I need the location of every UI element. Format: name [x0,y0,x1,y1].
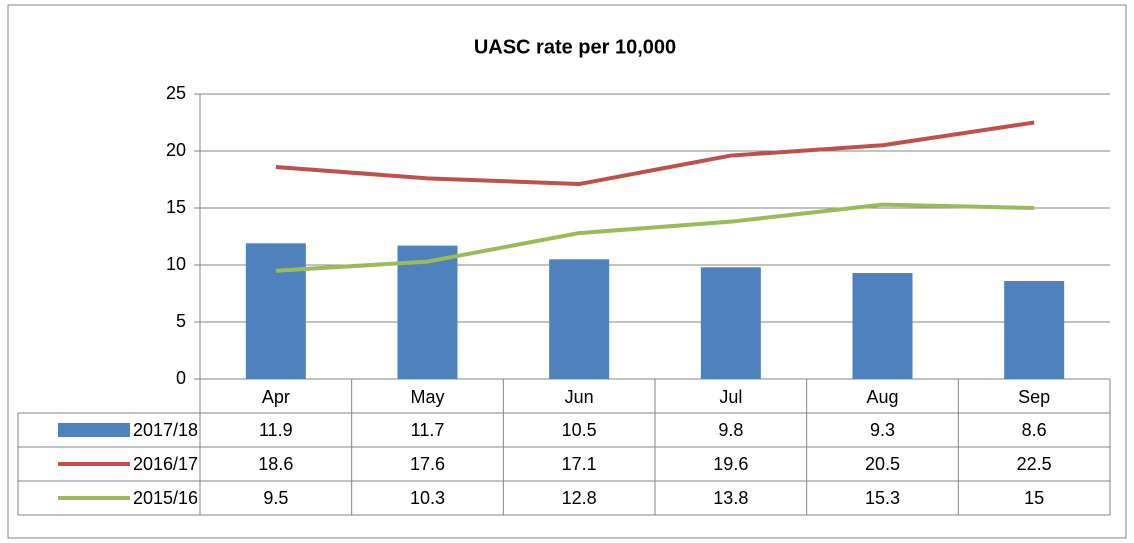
y-tick-label: 25 [166,83,186,103]
table-value: 20.5 [865,454,900,474]
bar [1004,280,1065,379]
bar [549,259,610,379]
table-value: 17.6 [410,454,445,474]
table-value: 8.6 [1022,420,1047,440]
x-tick-label: Apr [262,387,290,407]
y-tick-label: 20 [166,140,186,160]
x-tick-label: Jun [565,387,594,407]
table-value: 18.6 [258,454,293,474]
y-tick-label: 15 [166,197,186,217]
y-tick-label: 10 [166,254,186,274]
table-value: 9.5 [263,488,288,508]
table-value: 11.7 [411,420,445,440]
legend-label: 2017/18 [133,420,198,440]
table-value: 13.8 [713,488,748,508]
table-value: 10.3 [410,488,445,508]
bar [245,243,306,379]
table-value: 22.5 [1017,454,1052,474]
line-series [275,202,1035,273]
bar [700,267,761,379]
x-tick-label: Sep [1018,387,1050,407]
table-value: 10.5 [562,420,597,440]
table-value: 15.3 [865,488,900,508]
legend-label: 2016/17 [133,454,198,474]
bar [397,245,458,379]
table-value: 17.1 [562,454,597,474]
y-tick-label: 5 [176,311,186,331]
line-series [275,120,1035,187]
x-tick-label: Jul [719,387,742,407]
table-value: 9.8 [718,420,743,440]
table-value: 9.3 [870,420,895,440]
table-value: 19.6 [713,454,748,474]
y-tick-label: 0 [176,368,186,388]
legend-key [58,423,130,437]
chart-title: UASC rate per 10,000 [474,36,676,58]
legend-label: 2015/16 [133,488,198,508]
table-value: 15 [1024,488,1044,508]
table-value: 11.9 [259,420,293,440]
bar [852,272,913,379]
x-tick-label: May [410,387,444,407]
table-value: 12.8 [562,488,597,508]
x-tick-label: Aug [866,387,898,407]
